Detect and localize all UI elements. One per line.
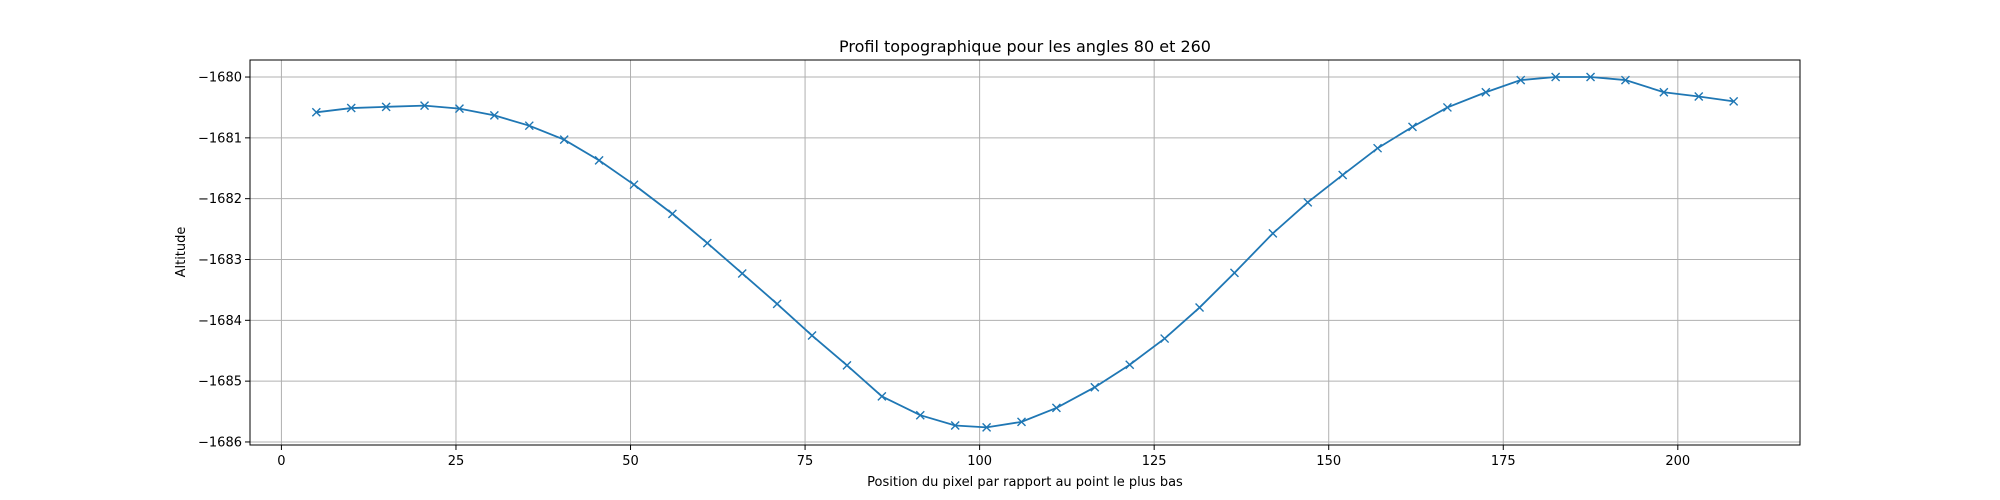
data-point-marker [1229,268,1239,278]
x-tick-label: 0 [277,454,285,469]
data-point-marker [1303,197,1313,207]
y-tick-label: −1680 [198,71,242,86]
x-tick-label: 150 [1316,454,1341,469]
x-tick-label: 175 [1491,454,1516,469]
data-point-marker [1125,360,1135,370]
x-axis-ticks: 0 25 50 75 100 125 150 175 200 [277,445,1690,469]
data-point-marker [982,422,992,432]
data-point-marker [667,209,677,219]
data-point-marker [629,180,639,190]
data-point-marker [1195,303,1205,313]
x-tick-label: 50 [622,454,639,469]
x-tick-label: 100 [967,454,992,469]
data-point-marker [1620,75,1630,85]
data-point-marker [1481,87,1491,97]
data-point-marker [559,135,569,145]
y-tick-label: −1685 [198,375,242,390]
y-tick-label: −1681 [198,131,242,146]
data-point-marker [1729,96,1739,106]
data-point-marker [737,268,747,278]
data-point-marker [524,121,534,131]
data-point-marker [1659,87,1669,97]
x-tick-label: 25 [448,454,465,469]
data-point-marker [420,101,430,111]
grid-lines [250,60,1800,445]
data-point-marker [346,103,356,113]
data-point-marker [1586,72,1596,82]
data-point-marker [950,421,960,431]
data-point-marker [311,107,321,117]
y-tick-label: −1684 [198,314,242,329]
series-markers [311,72,1739,432]
data-point-marker [1373,143,1383,153]
x-tick-label: 200 [1665,454,1690,469]
data-point-marker [807,331,817,341]
data-point-marker [1551,72,1561,82]
data-point-marker [454,104,464,114]
y-axis-title: Altitude [174,227,189,278]
series-line [316,76,1734,429]
data-point-marker [1090,382,1100,392]
series-layer [311,72,1739,432]
x-tick-label: 75 [797,454,814,469]
chart-title: Profil topographique pour les angles 80 … [839,37,1211,56]
data-point-marker [1338,170,1348,180]
data-point-marker [1516,75,1526,85]
data-point-marker [594,155,604,165]
y-tick-label: −1686 [198,435,242,450]
data-point-marker [772,299,782,309]
data-point-marker [877,391,887,401]
data-point-marker [1051,403,1061,413]
data-point-marker [1160,334,1170,344]
x-tick-label: 125 [1142,454,1167,469]
y-tick-label: −1683 [198,253,242,268]
data-point-marker [489,110,499,120]
data-point-marker [915,410,925,420]
data-point-marker [1442,102,1452,112]
x-axis-title: Position du pixel par rapport au point l… [867,475,1183,490]
data-point-marker [1408,122,1417,132]
data-point-marker [381,102,391,112]
data-point-marker [1017,417,1027,427]
data-point-marker [842,360,852,370]
data-point-marker [1268,228,1278,238]
data-point-marker [702,238,712,248]
plot-frame [249,59,1801,446]
data-point-marker [1694,91,1704,101]
y-tick-label: −1682 [198,192,242,207]
y-axis-ticks: −1686 −1685 −1684 −1683 −1682 −1681 −1680 [198,71,250,450]
